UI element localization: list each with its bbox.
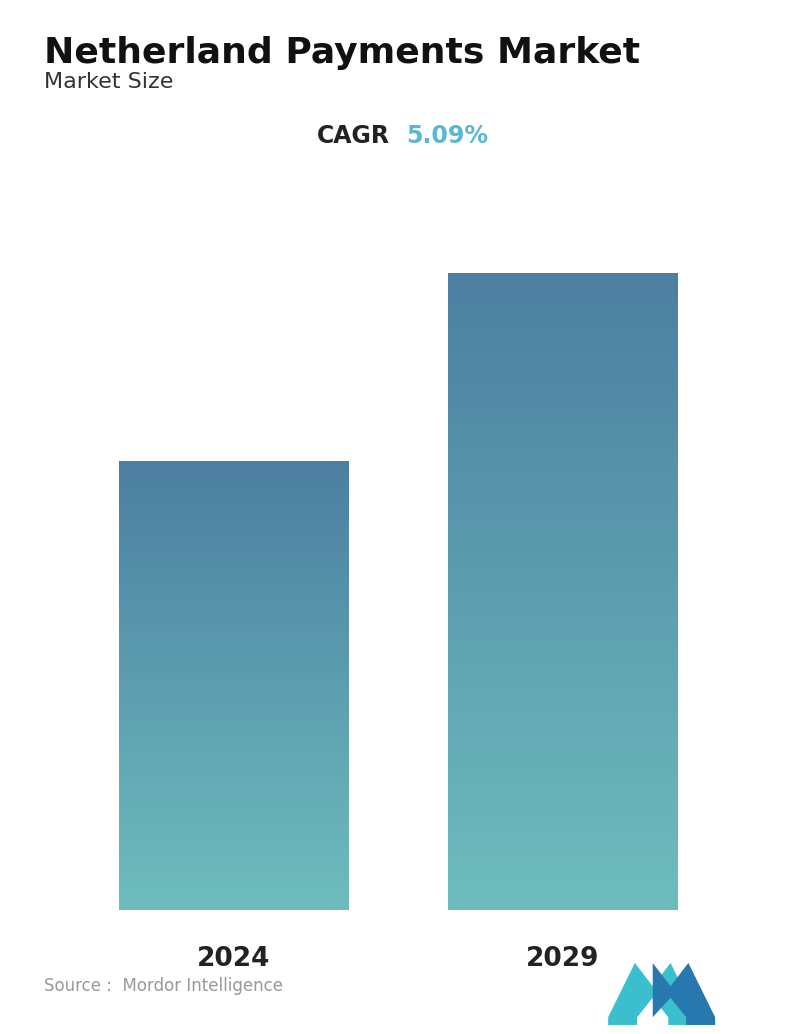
Polygon shape	[635, 963, 715, 1025]
Polygon shape	[608, 963, 697, 1025]
Text: 2029: 2029	[526, 946, 599, 972]
Text: 5.09%: 5.09%	[406, 124, 488, 148]
Text: Source :  Mordor Intelligence: Source : Mordor Intelligence	[44, 977, 283, 995]
Text: 2024: 2024	[197, 946, 270, 972]
Text: Netherland Payments Market: Netherland Payments Market	[44, 36, 640, 70]
Text: Market Size: Market Size	[44, 72, 174, 92]
Text: CAGR: CAGR	[317, 124, 390, 148]
